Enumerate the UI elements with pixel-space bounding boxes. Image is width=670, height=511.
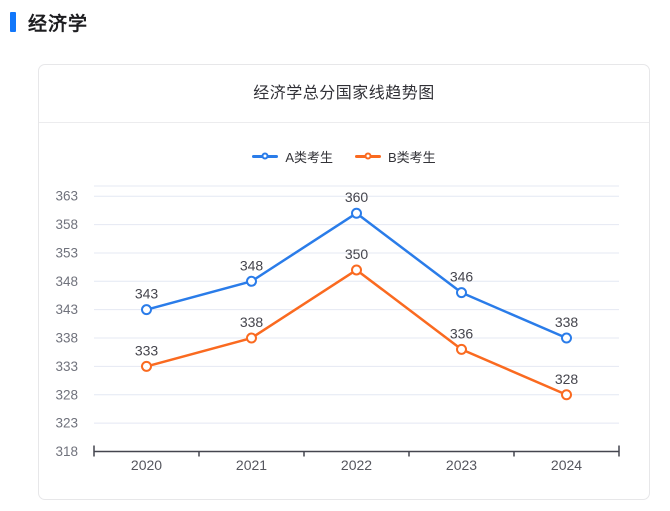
legend-item-B类考生[interactable]: B类考生 [355, 147, 436, 166]
chart-card-header: 经济学总分国家线趋势图 [39, 65, 649, 123]
data-label: 338 [555, 314, 579, 330]
data-label: 328 [555, 371, 579, 387]
data-label: 333 [135, 342, 159, 358]
data-label: 348 [240, 257, 264, 273]
data-point-B类考生-2020[interactable] [141, 360, 152, 372]
data-point-A类考生-2023[interactable] [456, 287, 467, 299]
data-point-B类考生-2022[interactable] [351, 264, 362, 276]
series-line-A类考生 [145, 211, 568, 340]
section-title: 经济学 [28, 13, 89, 35]
legend-label: A类考生 [285, 149, 333, 165]
x-axis-tick-label: 2021 [236, 457, 267, 473]
data-label: 338 [240, 314, 264, 330]
y-axis-tick-label: 358 [55, 217, 78, 232]
legend-label: B类考生 [388, 149, 436, 165]
chart-title: 经济学总分国家线趋势图 [253, 85, 435, 102]
data-label: 336 [450, 325, 474, 341]
section-accent-bar [10, 12, 16, 32]
data-point-B类考生-2024[interactable] [561, 389, 572, 401]
x-axis-tick-label: 2020 [131, 457, 162, 473]
y-axis-tick-label: 333 [55, 359, 78, 374]
y-axis-tick-label: 318 [55, 444, 78, 459]
chart-legend: A类考生 B类考生 [39, 147, 649, 166]
data-label: 350 [345, 246, 369, 262]
y-axis-tick-label: 343 [55, 302, 78, 317]
y-axis-tick-label: 348 [55, 274, 78, 289]
data-point-A类考生-2022[interactable] [351, 207, 362, 219]
legend-line-marker-icon [355, 150, 381, 162]
y-axis-tick-label: 353 [55, 245, 78, 260]
y-axis-tick-label: 323 [55, 416, 78, 431]
chart-card: 经济学总分国家线趋势图 A类考生 B类考生 318 323 328 333 338 343 3… [38, 64, 650, 500]
legend-item-A类考生[interactable]: A类考生 [252, 147, 333, 166]
data-label: 360 [345, 189, 369, 205]
legend-line-marker-icon [252, 150, 279, 162]
section-header: 经济学 [10, 10, 670, 35]
series-line-B类考生 [145, 268, 568, 397]
data-label: 346 [450, 269, 474, 285]
data-point-A类考生-2020[interactable] [141, 304, 152, 316]
data-point-B类考生-2021[interactable] [246, 332, 257, 344]
line-chart: 318 323 328 333 338 343 348 353 358 363 2020 2021 20… [55, 185, 620, 473]
y-axis-tick-label: 328 [55, 387, 78, 402]
x-axis-tick-label: 2022 [341, 457, 372, 473]
data-point-A类考生-2024[interactable] [561, 332, 572, 344]
chart-card-body: A类考生 B类考生 318 323 328 333 338 343 348 353 358 363 2… [39, 148, 649, 483]
data-point-A类考生-2021[interactable] [246, 275, 257, 287]
x-axis-tick-label: 2023 [446, 457, 477, 473]
y-axis-tick-label: 363 [55, 189, 78, 204]
data-point-B类考生-2023[interactable] [456, 343, 467, 355]
data-label: 343 [135, 286, 159, 302]
y-axis-tick-label: 338 [55, 331, 78, 346]
x-axis-tick-label: 2024 [551, 457, 582, 473]
x-axis [93, 445, 620, 457]
